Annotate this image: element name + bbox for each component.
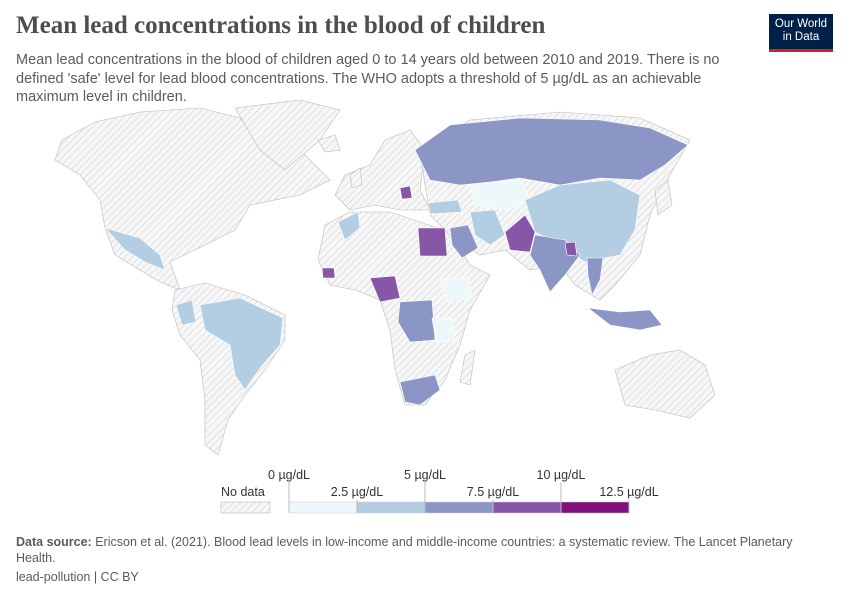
chart-subtitle: Mean lead concentrations in the blood of…	[16, 52, 720, 105]
region-indonesia	[586, 307, 663, 331]
region-bangladesh	[564, 241, 578, 257]
data-regions[interactable]	[104, 117, 689, 406]
region-nigeria	[369, 275, 401, 303]
owid-logo[interactable]: Our World in Data	[769, 14, 833, 52]
legend-tick-label: 2.5 µg/dL	[331, 485, 383, 499]
legend-bin-3	[492, 501, 562, 514]
region-saudi	[449, 224, 479, 259]
legend-no-data-label: No data	[221, 485, 265, 499]
world-map[interactable]	[0, 100, 850, 460]
region-senegal	[321, 267, 336, 279]
legend-bin-2	[424, 501, 494, 514]
region-drc	[397, 299, 436, 343]
japan	[654, 179, 673, 216]
region-peru	[175, 299, 197, 326]
uk-iceland	[317, 134, 363, 189]
footer-license[interactable]: lead-pollution | CC BY	[16, 570, 139, 584]
region-serbia	[399, 185, 413, 200]
legend-tick-label: 12.5 µg/dL	[599, 485, 658, 499]
region-south-africa	[399, 374, 441, 406]
legend-tick-label: 7.5 µg/dL	[467, 485, 519, 499]
region-thailand	[586, 257, 604, 296]
australia	[614, 349, 716, 419]
legend-tick-label: 5 µg/dL	[404, 468, 446, 482]
region-pakistan	[504, 214, 536, 253]
legend-tick-label: 10 µg/dL	[537, 468, 586, 482]
source-text: Ericson et al. (2021). Blood lead levels…	[16, 535, 793, 565]
region-egypt	[417, 227, 448, 257]
region-morocco	[337, 211, 361, 241]
region-kazakhstan	[469, 179, 531, 211]
legend-bin-1	[356, 501, 426, 514]
chart-title: Mean lead concentrations in the blood of…	[16, 12, 546, 39]
legend-bin-0	[288, 501, 358, 514]
source-label: Data source:	[16, 535, 92, 549]
region-iran	[469, 209, 506, 246]
region-brazil	[199, 297, 284, 391]
madagascar	[459, 349, 476, 386]
region-tanzania	[431, 317, 456, 343]
logo-line-2: in Data	[782, 31, 820, 43]
region-ethiopia	[439, 277, 473, 303]
data-source: Data source: Ericson et al. (2021). Bloo…	[16, 534, 816, 566]
region-russia	[414, 117, 689, 186]
legend-no-data-swatch	[220, 501, 271, 514]
legend-bin-4	[560, 501, 630, 514]
region-turkey	[427, 199, 463, 215]
legend-tick-label: 0 µg/dL	[268, 468, 310, 482]
logo-line-1: Our World	[774, 18, 828, 30]
region-mexico	[104, 227, 166, 271]
